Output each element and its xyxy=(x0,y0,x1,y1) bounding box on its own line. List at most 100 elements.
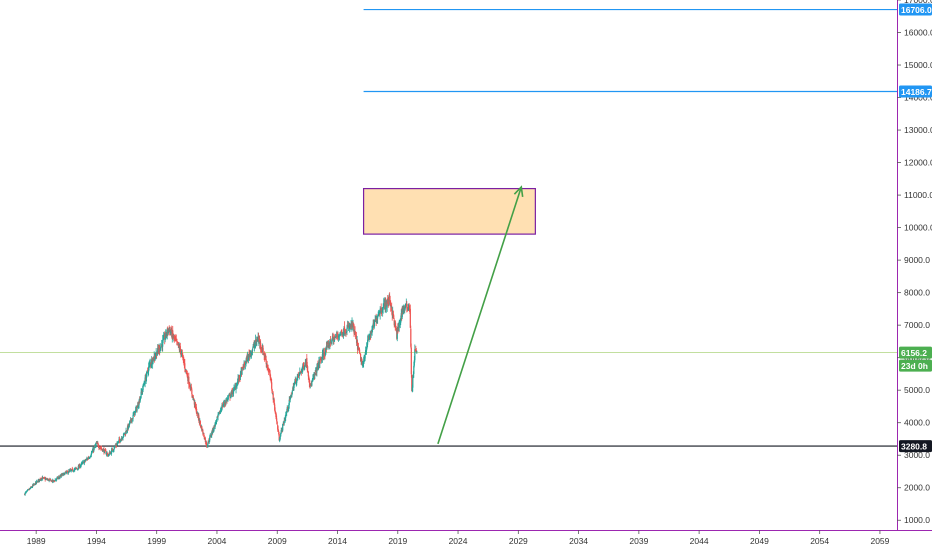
candle-body xyxy=(120,439,122,442)
candle-body xyxy=(122,436,124,438)
candle-body xyxy=(278,434,280,441)
horizontal-lines-layer xyxy=(0,8,897,447)
candle-body xyxy=(376,319,378,320)
candle-body xyxy=(176,341,178,343)
candle-body xyxy=(172,330,174,336)
target-zone-box[interactable] xyxy=(362,187,536,235)
candle-body xyxy=(296,378,298,383)
candle-body xyxy=(198,415,200,421)
candle-body xyxy=(299,371,301,374)
candle-body xyxy=(219,410,222,412)
candle-body xyxy=(243,362,245,370)
candle-body xyxy=(307,371,309,377)
candle-body xyxy=(357,347,360,349)
candle-body xyxy=(329,339,331,347)
candle-body xyxy=(68,470,70,473)
price-label-3280.8[interactable]: 3280.8 xyxy=(899,440,932,453)
candle-body xyxy=(177,343,179,345)
candle-body xyxy=(167,329,169,333)
candle-body xyxy=(170,332,172,334)
candle-body xyxy=(173,334,175,339)
candle-body xyxy=(258,336,260,340)
candle-body xyxy=(380,307,382,311)
y-tick-label: 10000.0 xyxy=(904,223,932,233)
candle-body xyxy=(386,299,388,307)
candle-body xyxy=(295,379,297,384)
candle-body xyxy=(411,387,413,391)
candle-body xyxy=(363,359,365,362)
y-tick-label: 12000.0 xyxy=(904,158,932,168)
candle-body xyxy=(164,337,166,340)
candle-body xyxy=(238,375,240,381)
candle-body xyxy=(29,488,31,490)
price-label-14186.7[interactable]: 14186.7 xyxy=(899,85,932,98)
candle-body xyxy=(235,386,238,388)
candle-body xyxy=(277,428,279,432)
candle-body xyxy=(105,454,108,455)
candle-body xyxy=(268,370,270,372)
candle-body xyxy=(103,449,106,454)
candle-body xyxy=(217,413,220,415)
candle-body xyxy=(26,490,28,492)
price-label-6156.2[interactable]: 6156.2 xyxy=(899,346,932,359)
candle-body xyxy=(72,469,74,471)
candle-body xyxy=(270,377,272,378)
candle-body xyxy=(367,339,369,345)
candle-body xyxy=(193,399,195,401)
candle-body xyxy=(338,335,340,338)
candle-body xyxy=(102,449,104,452)
candle-body xyxy=(159,346,161,351)
x-tick-label: 2024 xyxy=(449,536,468,546)
candle-body xyxy=(259,339,261,344)
candle-body xyxy=(116,443,119,445)
candle-body xyxy=(368,338,370,340)
candle-body xyxy=(62,473,64,475)
candle-body xyxy=(312,377,314,379)
candle-body xyxy=(91,452,93,454)
candle-body xyxy=(260,342,262,348)
candle-body xyxy=(228,395,230,396)
candle-body xyxy=(264,356,266,357)
candle-body xyxy=(235,385,237,390)
candle-body xyxy=(94,446,96,447)
candle-body xyxy=(254,344,256,346)
candle-body xyxy=(356,340,358,343)
candle-body xyxy=(90,455,92,457)
candle-body xyxy=(363,360,365,364)
candle-body xyxy=(303,365,305,369)
candle-body xyxy=(283,422,285,424)
candle-body xyxy=(65,471,67,473)
candle-body xyxy=(262,347,264,355)
candle-body xyxy=(123,434,126,435)
candle-body xyxy=(274,410,276,413)
candle-body xyxy=(134,409,137,411)
candle-body xyxy=(414,349,416,361)
countdown-badge[interactable]: 23d 0h xyxy=(899,359,932,372)
price-labels-layer: 16706.0 14186.7 6156.2 3280.8 23d 0h xyxy=(899,3,932,453)
x-tick-label: 2014 xyxy=(328,536,347,546)
candle-body xyxy=(253,344,256,347)
candle-body xyxy=(121,437,124,440)
price-label-16706.0[interactable]: 16706.0 xyxy=(899,3,932,16)
candle-body xyxy=(405,305,407,307)
candle-body xyxy=(230,394,232,397)
candle-body xyxy=(182,356,184,360)
candle-body xyxy=(267,366,269,369)
candle-body xyxy=(236,382,238,387)
candle-body xyxy=(90,452,92,456)
candle-body xyxy=(283,420,285,424)
candle-body xyxy=(232,389,235,394)
candle-body xyxy=(251,348,254,352)
projection-arrow-line[interactable] xyxy=(437,186,523,445)
candle-body xyxy=(243,362,246,365)
candle-body xyxy=(233,388,235,390)
candle-body xyxy=(317,364,320,370)
candle-body xyxy=(39,479,41,481)
candle-body xyxy=(393,315,395,320)
candle-body xyxy=(252,344,255,346)
y-tick-label: 8000.0 xyxy=(904,288,930,298)
candle-body xyxy=(169,329,171,332)
candles-layer xyxy=(23,292,418,496)
candle-body xyxy=(308,379,310,383)
